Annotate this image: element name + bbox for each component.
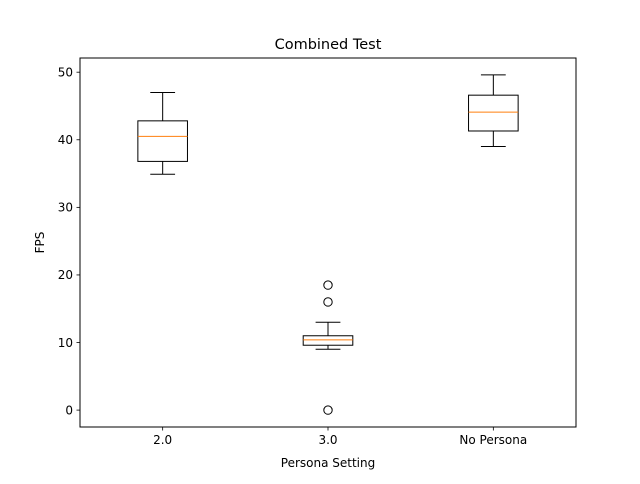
- y-tick-label: 40: [58, 133, 73, 147]
- box-group: [468, 74, 519, 148]
- box-iqr: [137, 120, 188, 162]
- y-tick-label: 30: [58, 201, 73, 215]
- x-tick-label: 2.0: [153, 433, 172, 447]
- box-group: [137, 91, 188, 175]
- box-group: [302, 280, 354, 415]
- box-iqr: [468, 94, 519, 132]
- y-tick-label: 10: [58, 336, 73, 350]
- outlier-point: [323, 405, 333, 415]
- x-axis-label: Persona Setting: [281, 456, 375, 470]
- x-tick-label: No Persona: [459, 433, 527, 447]
- outlier-point: [323, 280, 333, 290]
- plot-area: [137, 74, 519, 415]
- outlier-point: [323, 297, 333, 307]
- x-tick-label: 3.0: [318, 433, 337, 447]
- x-axis: 2.0 3.0 No Persona: [153, 427, 527, 447]
- y-axis-label: FPS: [33, 232, 47, 254]
- y-tick-label: 20: [58, 268, 73, 282]
- y-axis: 0 10 20 30 40 50: [58, 65, 80, 417]
- chart-title: Combined Test: [275, 37, 382, 53]
- y-tick-label: 0: [65, 403, 73, 417]
- box-iqr: [302, 335, 354, 346]
- y-tick-label: 50: [58, 65, 73, 79]
